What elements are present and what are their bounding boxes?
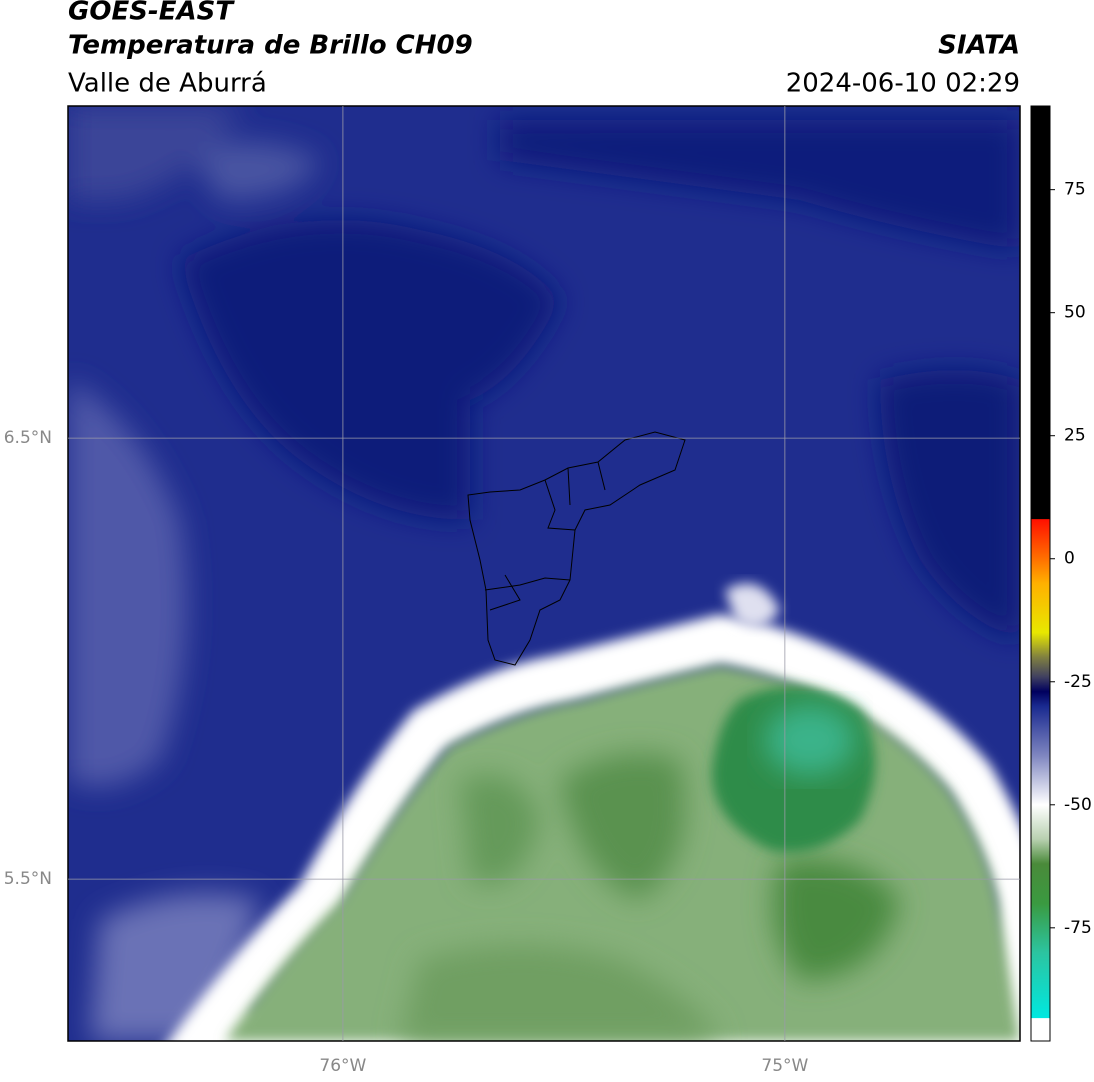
datetime: 2024-06-10 02:29 <box>786 69 1020 99</box>
colorbar-tick-label: 75 <box>1064 180 1086 200</box>
colorbar-tick-label: 25 <box>1064 426 1086 446</box>
title: GOES-EAST <box>68 0 235 27</box>
colorbar <box>1030 105 1051 1042</box>
satellite-image <box>68 106 1020 1041</box>
colorbar-tick-label: -50 <box>1064 795 1092 815</box>
colorbar-tick-label: 50 <box>1064 303 1086 323</box>
colorbar-tick-label: -75 <box>1064 918 1092 938</box>
x-tick-label: 76°W <box>319 1056 366 1076</box>
basin-outline <box>467 431 686 666</box>
colorbar-tick-label: -25 <box>1064 672 1092 692</box>
y-tick-label: 6.5°N <box>4 428 52 448</box>
x-tick-label: 75°W <box>761 1056 808 1076</box>
source: SIATA <box>938 31 1020 61</box>
map-frame <box>67 105 1021 1042</box>
subtitle: Temperatura de Brillo CH09 <box>68 31 473 61</box>
y-tick-label: 5.5°N <box>4 869 52 889</box>
colorbar-tick-label: 0 <box>1064 549 1075 569</box>
region: Valle de Aburrá <box>68 69 267 99</box>
